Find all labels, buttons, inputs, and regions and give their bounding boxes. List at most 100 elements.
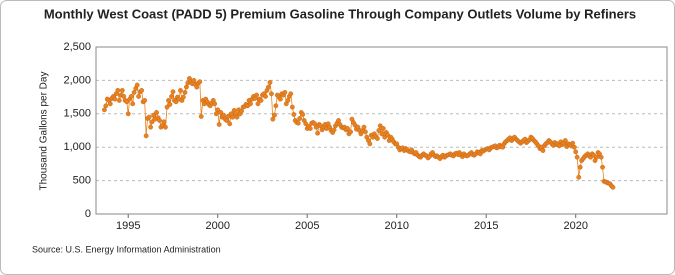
data-point (315, 130, 320, 136)
data-point (178, 88, 183, 93)
data-point (540, 148, 546, 153)
data-point (576, 174, 582, 180)
data-point (183, 84, 189, 90)
data-point (289, 104, 295, 110)
y-tick-label: 1,500 (63, 108, 91, 120)
data-point (577, 164, 583, 170)
data-point (146, 114, 152, 120)
data-point (163, 124, 168, 130)
data-point (380, 126, 386, 131)
data-point (598, 154, 604, 160)
data-point (331, 127, 337, 133)
data-point (128, 94, 134, 99)
data-point (169, 94, 174, 99)
data-point (267, 80, 273, 85)
data-point (213, 111, 219, 117)
y-tick-label: 0 (85, 208, 91, 220)
data-point (295, 120, 301, 126)
data-point (143, 133, 149, 139)
data-point (102, 107, 107, 113)
data-point (248, 101, 253, 107)
data-point (574, 154, 580, 160)
data-point (573, 149, 579, 155)
data-point (277, 96, 283, 102)
data-point (170, 89, 176, 95)
data-point (571, 144, 577, 150)
data-point (336, 118, 341, 123)
data-point (191, 78, 197, 83)
data-point (139, 88, 145, 93)
data-point (115, 88, 121, 93)
data-point (131, 90, 137, 95)
data-point (562, 138, 568, 143)
data-point (154, 110, 159, 115)
x-tick-label: 2000 (205, 220, 229, 232)
data-point (239, 108, 244, 114)
data-point (288, 91, 294, 97)
data-point (121, 94, 127, 99)
data-point (125, 111, 131, 117)
data-point (167, 102, 173, 107)
data-point (307, 126, 313, 131)
data-point (161, 119, 167, 125)
data-point (212, 101, 218, 107)
data-point (348, 129, 353, 135)
x-tick-label: 2015 (474, 220, 498, 232)
data-point (182, 90, 188, 95)
y-tick-label: 500 (73, 175, 91, 187)
data-point (362, 129, 368, 135)
x-tick-label: 1995 (116, 220, 140, 232)
data-point (116, 98, 122, 103)
data-point (221, 112, 227, 118)
data-point (300, 112, 306, 117)
data-point (227, 121, 233, 127)
data-point (194, 84, 200, 90)
data-point (313, 124, 319, 130)
data-point (215, 107, 221, 113)
data-point (270, 116, 276, 122)
data-point (136, 94, 142, 99)
data-point (376, 128, 382, 133)
data-point (361, 124, 367, 130)
data-point (134, 82, 140, 88)
data-point (379, 131, 385, 137)
data-point (600, 164, 605, 170)
data-point (180, 94, 186, 100)
data-point (103, 103, 109, 109)
plot-frame (95, 46, 668, 215)
data-point (130, 101, 136, 107)
data-point (273, 103, 279, 109)
data-point (570, 140, 576, 146)
data-point (377, 123, 383, 129)
data-point (254, 92, 259, 98)
x-tick-label: 2005 (295, 220, 319, 232)
data-point (263, 94, 268, 99)
data-point (265, 84, 271, 90)
data-point (216, 122, 222, 127)
data-point (269, 91, 274, 97)
data-point (291, 112, 297, 117)
data-point (148, 124, 153, 130)
data-point (272, 112, 277, 118)
y-axis-label: Thousand Gallons per Day (39, 72, 50, 191)
y-tick-label: 2,500 (63, 41, 91, 53)
data-point (374, 136, 380, 141)
data-point (119, 88, 125, 93)
data-point (345, 126, 350, 131)
data-point (107, 101, 113, 107)
data-point (234, 114, 240, 120)
data-point (258, 98, 264, 103)
source-note: Source: U.S. Energy Information Administ… (32, 244, 221, 254)
data-point (282, 90, 288, 95)
data-point (112, 96, 118, 102)
data-point (166, 98, 171, 103)
x-tick-label: 2020 (563, 220, 587, 232)
data-point (157, 118, 162, 123)
data-point (255, 101, 261, 107)
x-tick-label: 2010 (384, 220, 408, 232)
data-point (285, 98, 291, 103)
data-point (297, 116, 303, 121)
chart-title: Monthly West Coast (PADD 5) Premium Gaso… (44, 6, 636, 21)
